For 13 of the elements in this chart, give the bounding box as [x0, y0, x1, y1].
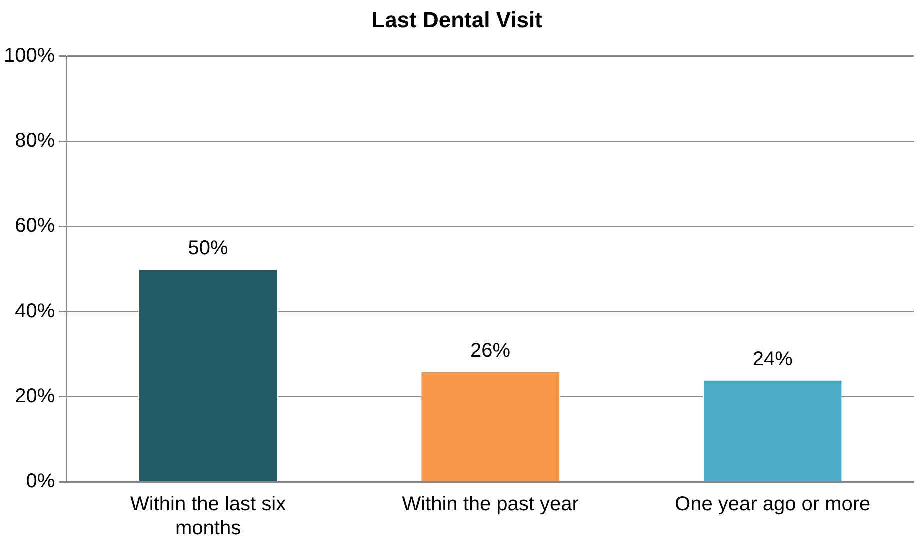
- x-tick-label: One year ago or more: [675, 494, 871, 516]
- y-tick-label: 100%: [4, 44, 56, 67]
- y-tick-label: 80%: [15, 130, 56, 152]
- y-tick-label: 20%: [15, 385, 56, 408]
- x-tick-label: Within the past year: [402, 494, 580, 516]
- chart-title: Last Dental Visit: [372, 7, 544, 32]
- y-tick-label: 40%: [15, 300, 56, 322]
- data-label: 24%: [752, 348, 794, 370]
- y-tick-label: 0%: [26, 470, 56, 493]
- data-label: 50%: [188, 238, 229, 260]
- y-tick-label: 60%: [15, 215, 56, 238]
- x-tick-label: Within the last six months: [130, 494, 286, 540]
- data-label: 26%: [470, 340, 511, 362]
